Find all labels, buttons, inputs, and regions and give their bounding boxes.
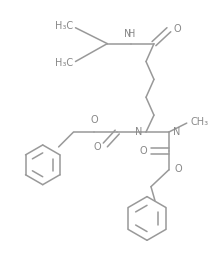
Text: O: O bbox=[175, 164, 183, 174]
Text: H: H bbox=[128, 29, 136, 39]
Text: O: O bbox=[94, 142, 101, 152]
Text: N: N bbox=[173, 127, 180, 137]
Text: CH₃: CH₃ bbox=[191, 117, 209, 127]
Text: O: O bbox=[174, 24, 181, 34]
Text: N: N bbox=[124, 29, 132, 39]
Text: H₃C: H₃C bbox=[55, 59, 73, 68]
Text: O: O bbox=[139, 146, 147, 156]
Text: O: O bbox=[91, 115, 98, 125]
Text: H₃C: H₃C bbox=[55, 21, 73, 31]
Text: N: N bbox=[135, 127, 142, 137]
